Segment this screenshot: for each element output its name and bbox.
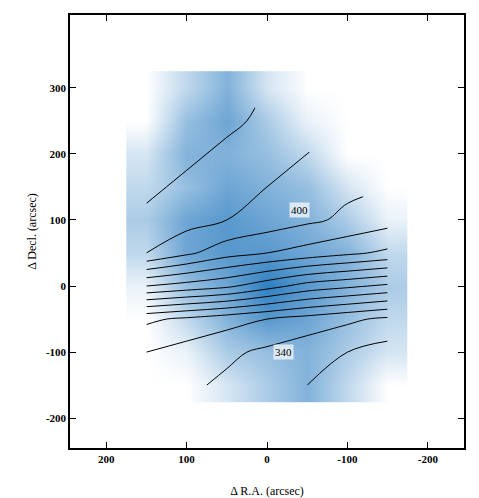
svg-text:200: 200 <box>50 148 67 160</box>
svg-text:Δ Decl. (arcsec): Δ Decl. (arcsec) <box>25 193 39 270</box>
svg-text:-100: -100 <box>337 453 358 465</box>
svg-text:100: 100 <box>50 214 67 226</box>
svg-text:300: 300 <box>50 82 67 94</box>
svg-text:0: 0 <box>264 453 270 465</box>
svg-text:-200: -200 <box>418 453 439 465</box>
svg-text:Δ R.A. (arcsec): Δ R.A. (arcsec) <box>230 484 304 498</box>
svg-text:-200: -200 <box>46 412 67 424</box>
svg-text:100: 100 <box>178 453 195 465</box>
svg-text:340: 340 <box>275 346 292 358</box>
svg-text:200: 200 <box>98 453 115 465</box>
svg-text:-100: -100 <box>46 346 67 358</box>
svg-text:0: 0 <box>61 280 67 292</box>
svg-text:400: 400 <box>291 204 308 216</box>
